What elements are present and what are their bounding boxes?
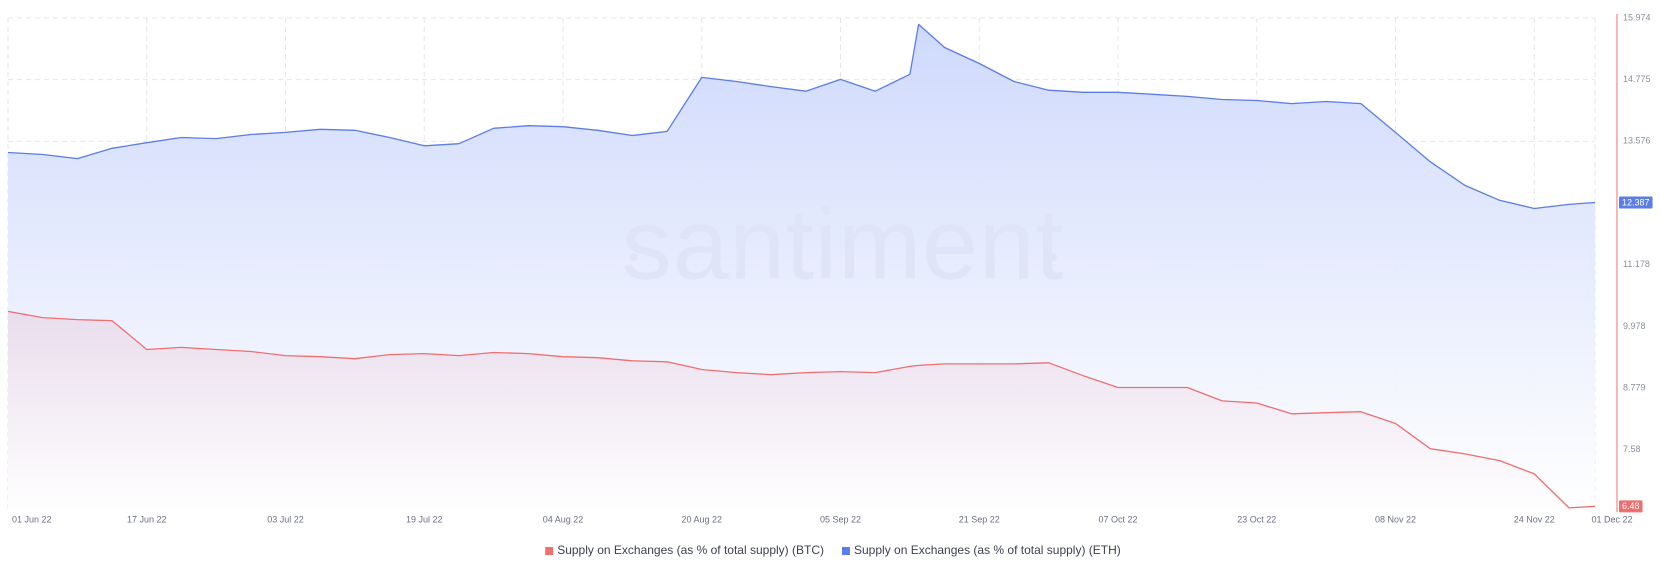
x-tick-label: 17 Jun 22 [127,514,167,524]
legend-item: Supply on Exchanges (as % of total suppl… [842,543,1121,557]
watermark: santiment [622,188,1065,300]
x-tick-label: 04 Aug 22 [543,514,584,524]
lines [7,23,1596,509]
legend-swatch [545,547,554,555]
series-line [7,310,1596,509]
axis: 7.58 8.779 9.978 11.178 13.576 14.775 15.974 01… [12,12,1653,524]
watermark-text: santiment [622,188,1065,300]
x-tick-label: 03 Jul 22 [267,514,304,524]
areas [8,24,1595,513]
y-tick-label: 9.978 [1623,321,1646,331]
value-badge-label: 12.387 [1622,197,1650,207]
value-badge [1619,500,1643,513]
series-line [7,23,1596,210]
legend: Supply on Exchanges (as % of total suppl… [545,543,1121,557]
legend-item: Supply on Exchanges (as % of total suppl… [545,543,824,557]
x-tick-label: 23 Oct 22 [1237,514,1276,524]
y-tick-label: 8.779 [1623,382,1646,392]
watermark-dot [1049,253,1057,261]
legend-label: Supply on Exchanges (as % of total suppl… [854,543,1121,557]
legend-swatch [842,547,850,555]
x-tick-label: 21 Sep 22 [959,514,1000,524]
x-tick-label: 19 Jul 22 [406,514,443,524]
legend-label: Supply on Exchanges (as % of total suppl… [557,543,824,557]
x-tick-label: 20 Aug 22 [681,514,722,524]
x-tick-label: 05 Sep 22 [820,514,861,524]
value-badge [1619,196,1653,209]
watermark-dot [630,253,638,261]
x-tick-label: 01 Jun 22 [12,514,52,524]
y-tick-label: 11.178 [1623,259,1650,269]
area-fill [8,311,1595,512]
y-tick-label: 13.576 [1623,136,1651,146]
x-tick-label: 07 Oct 22 [1099,514,1138,524]
x-tick-label: 24 Nov 22 [1514,514,1555,524]
x-tick-label: 08 Nov 22 [1375,514,1416,524]
y-tick-label: 15.974 [1623,12,1651,22]
y-tick-label: 7.58 [1623,444,1641,454]
value-badge-label: 6.48 [1622,501,1640,511]
x-tick-label: 01 Dec 22 [1591,514,1632,524]
y-tick-label: 14.775 [1623,74,1651,84]
